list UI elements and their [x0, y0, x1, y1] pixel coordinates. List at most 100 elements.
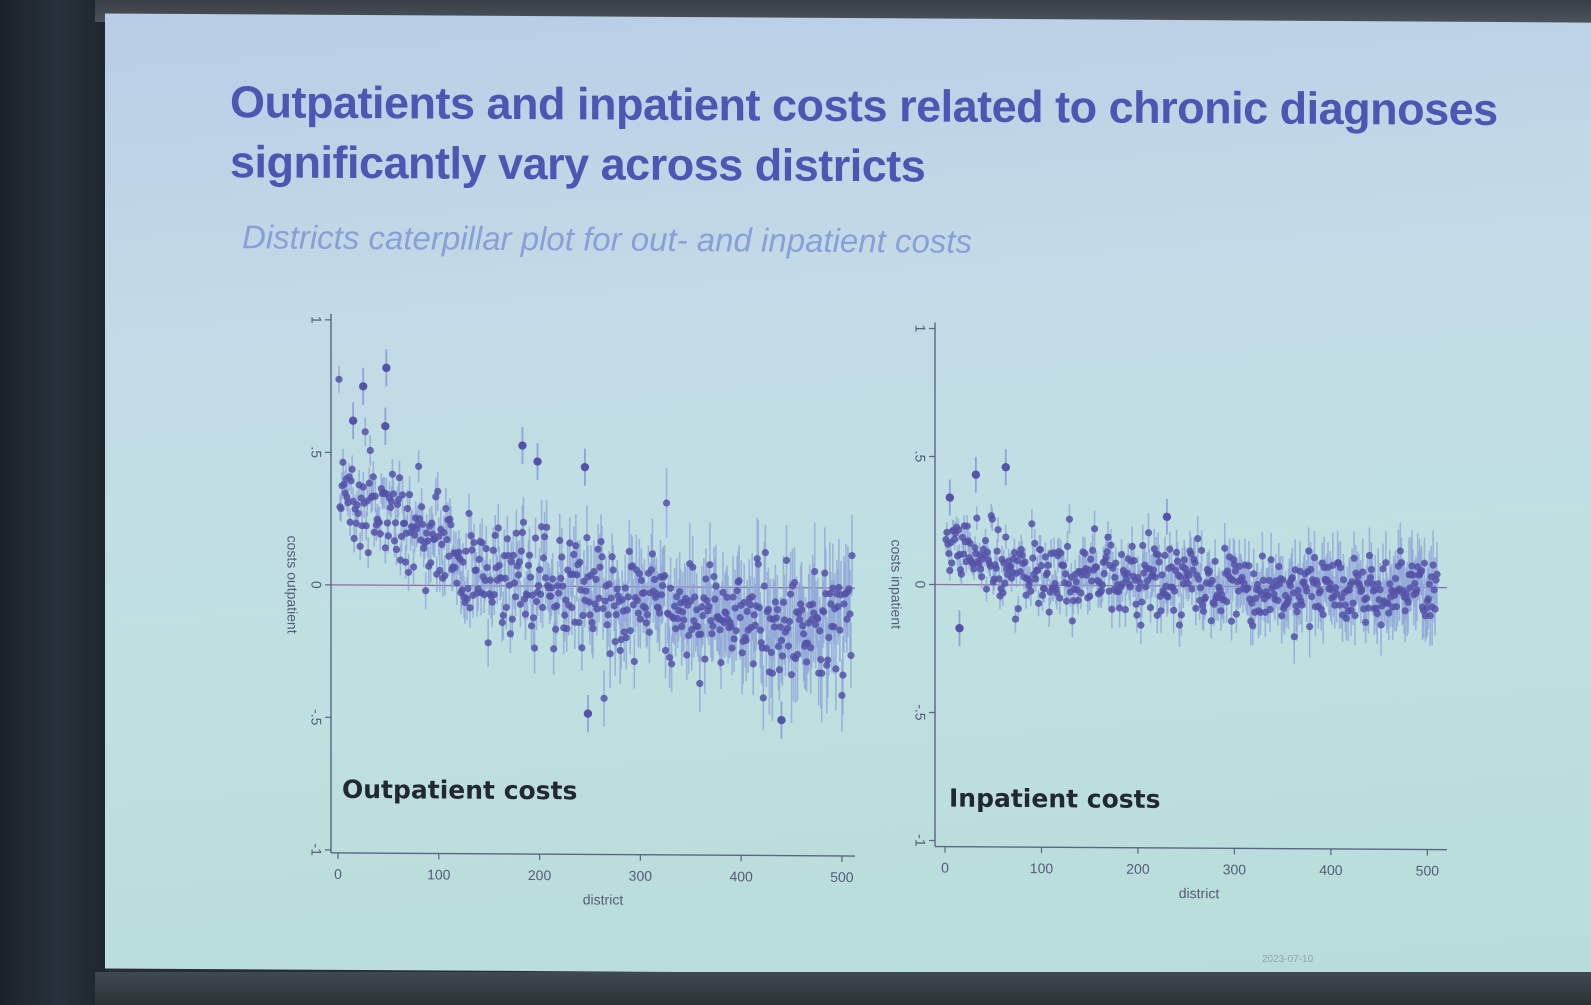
data-point: [557, 574, 565, 582]
data-point: [1007, 574, 1016, 582]
data-point-outlier: [971, 470, 981, 479]
data-point: [427, 559, 435, 567]
data-point: [339, 458, 347, 466]
data-point: [1195, 575, 1203, 583]
data-point: [600, 694, 608, 702]
data-point: [576, 558, 584, 566]
data-point: [599, 604, 607, 613]
data-point: [503, 535, 511, 543]
data-point: [800, 630, 808, 638]
data-point: [650, 575, 659, 584]
data-point: [977, 565, 985, 573]
data-point: [501, 574, 509, 582]
data-point: [1426, 612, 1434, 620]
data-point: [436, 566, 444, 575]
data-point: [698, 603, 706, 611]
data-point: [1333, 590, 1341, 598]
x-tick-label: 100: [1030, 860, 1054, 876]
error-bars: [338, 349, 853, 739]
data-point: [1396, 547, 1404, 555]
data-point: [966, 539, 974, 547]
data-point: [1137, 621, 1145, 629]
data-point: [531, 534, 540, 542]
data-point: [598, 553, 606, 561]
data-point: [1077, 589, 1085, 597]
data-point: [728, 644, 736, 652]
x-axis-line: [331, 852, 855, 857]
data-point: [795, 616, 804, 624]
data-point: [735, 577, 743, 585]
data-point: [1065, 515, 1074, 523]
data-point: [1377, 621, 1385, 629]
data-point: [680, 616, 688, 624]
data-point-outlier: [777, 715, 786, 725]
data-point: [370, 528, 378, 536]
data-point: [1293, 608, 1301, 616]
x-tick-label: 500: [830, 869, 854, 885]
data-point: [573, 571, 581, 579]
data-point: [1180, 556, 1188, 564]
data-point: [746, 601, 754, 609]
data-point: [759, 694, 767, 702]
data-point: [419, 520, 427, 528]
data-point: [387, 497, 396, 506]
data-point: [594, 545, 602, 553]
data-point: [507, 558, 515, 566]
data-point: [1028, 520, 1036, 528]
data-point: [401, 558, 410, 566]
data-point: [434, 487, 442, 495]
data-point: [951, 535, 959, 543]
data-point: [1316, 587, 1324, 595]
data-point: [971, 544, 979, 552]
data-point: [793, 650, 802, 659]
data-point: [767, 648, 775, 657]
data-point: [1373, 610, 1381, 618]
data-point: [1151, 573, 1159, 581]
data-point: [1045, 608, 1053, 616]
data-point: [666, 584, 675, 592]
data-point-outlier: [583, 709, 593, 718]
data-point: [455, 548, 463, 556]
data-point: [1126, 583, 1134, 591]
data-point: [992, 564, 1000, 572]
data-point: [1034, 566, 1042, 575]
data-point: [622, 634, 630, 642]
data-point: [1319, 611, 1327, 619]
data-point: [825, 633, 833, 642]
data-point: [556, 536, 564, 544]
data-point: [1279, 576, 1287, 584]
data-point: [578, 644, 586, 652]
data-point: [1366, 573, 1375, 582]
data-point: [1043, 569, 1051, 577]
data-point: [1274, 596, 1282, 604]
data-point: [475, 555, 483, 564]
data-point: [1265, 576, 1273, 585]
x-tick-label: 100: [427, 866, 451, 882]
data-point: [761, 549, 769, 557]
data-point: [1284, 595, 1293, 603]
data-point: [1425, 580, 1433, 588]
data-point-outlier: [381, 421, 390, 431]
data-point: [1408, 562, 1416, 570]
data-point: [1041, 553, 1049, 561]
data-point: [356, 542, 364, 550]
data-point: [807, 644, 815, 652]
data-point: [369, 473, 377, 481]
data-point: [1007, 563, 1015, 571]
data-point: [590, 568, 598, 576]
data-point: [809, 600, 817, 608]
data-point: [748, 593, 756, 601]
data-point: [589, 625, 597, 633]
data-point: [731, 604, 739, 612]
data-point: [1108, 605, 1116, 613]
data-point: [1107, 541, 1115, 549]
data-point: [754, 560, 762, 568]
data-point: [839, 671, 847, 679]
data-point: [1029, 554, 1037, 562]
data-point: [1401, 607, 1409, 615]
data-point: [775, 666, 784, 674]
data-point: [1298, 601, 1306, 609]
data-point: [1013, 557, 1021, 565]
data-point: [1221, 544, 1229, 552]
